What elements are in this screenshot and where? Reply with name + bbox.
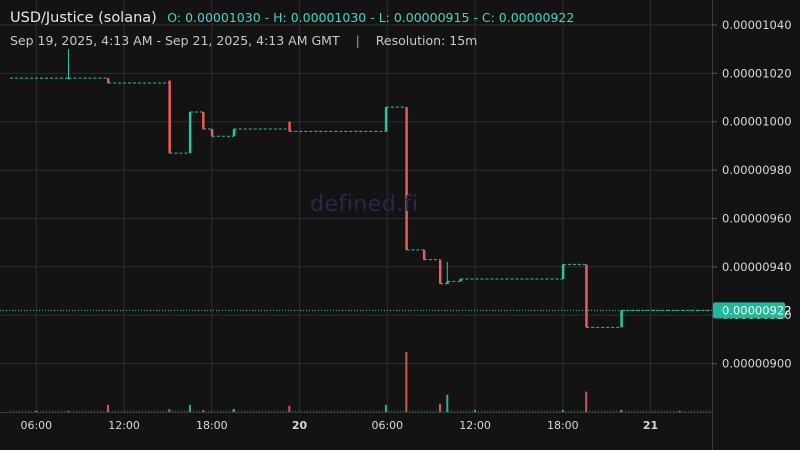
volume-bar	[620, 409, 623, 412]
price-tick-label: 0.00001000	[722, 115, 792, 129]
volume-bar	[288, 405, 291, 412]
volume-bar	[106, 404, 109, 412]
chart-subheader: Sep 19, 2025, 4:13 AM - Sep 21, 2025, 4:…	[10, 33, 477, 48]
pair-title: USD/Justice (solana)	[10, 10, 157, 26]
chart-header: USD/Justice (solana) O: 0.00001030 - H: …	[10, 10, 574, 26]
current-price-label: 0.00000922	[722, 303, 792, 317]
separator: |	[355, 33, 360, 48]
candle-body	[561, 264, 565, 279]
volume-bar	[232, 408, 235, 412]
price-tick-label: 0.00001020	[722, 66, 792, 80]
volume-bar	[67, 410, 70, 412]
time-tick-label: 18:00	[196, 419, 228, 432]
volume-bar	[585, 391, 588, 412]
volume-bar	[202, 409, 205, 412]
volume-series	[35, 352, 681, 412]
time-axis: 06:00 12:00 18:00 20 06:00 12:00 18:00 21	[20, 419, 658, 432]
watermark-logo: defined.fi	[310, 192, 419, 217]
price-tick-label: 0.00001040	[722, 18, 792, 32]
candle-body	[202, 112, 205, 129]
price-tick-label: 0.00000980	[722, 163, 792, 177]
price-tick-label: 0.00000900	[722, 357, 792, 371]
candle-body	[438, 259, 442, 284]
time-tick-label: 12:00	[459, 419, 491, 432]
date-range: Sep 19, 2025, 4:13 AM - Sep 21, 2025, 4:…	[10, 33, 340, 48]
candle-body	[106, 78, 110, 83]
volume-bar	[35, 410, 38, 412]
candle-body	[232, 128, 236, 137]
current-price-tag-bg	[713, 302, 785, 319]
candle-body	[446, 281, 449, 284]
candle-body	[620, 310, 623, 328]
time-tick-label: 21	[643, 419, 658, 432]
candle-body	[585, 264, 588, 328]
candle-series	[10, 49, 712, 328]
grid-lines	[0, 0, 712, 412]
candle-body	[210, 128, 214, 137]
volume-bar	[405, 352, 408, 412]
time-tick-label: 20	[292, 419, 308, 432]
resolution-label[interactable]: Resolution: 15m	[375, 33, 478, 48]
price-tick-label: 0.00000940	[722, 260, 792, 274]
volume-bar	[446, 394, 449, 412]
volume-bar	[438, 403, 441, 412]
price-tick-label: 0.00000960	[722, 211, 792, 225]
candle-body	[384, 107, 388, 132]
candle-body	[405, 107, 408, 250]
time-tick-label: 06:00	[20, 419, 52, 432]
candle-body	[188, 112, 192, 154]
current-price-tag: 0.00000922	[713, 302, 792, 319]
time-tick-label: 18:00	[547, 419, 579, 432]
time-tick-label: 12:00	[108, 419, 140, 432]
volume-bar	[168, 408, 171, 412]
candle-body	[422, 249, 426, 260]
time-tick-label: 06:00	[371, 419, 403, 432]
ohlc-readout: O: 0.00001030 - H: 0.00001030 - L: 0.000…	[167, 10, 575, 25]
candle-body	[168, 80, 171, 154]
candle-body	[288, 121, 291, 132]
candle-body	[459, 278, 462, 282]
volume-bar	[188, 404, 191, 412]
volume-bar	[384, 404, 387, 412]
